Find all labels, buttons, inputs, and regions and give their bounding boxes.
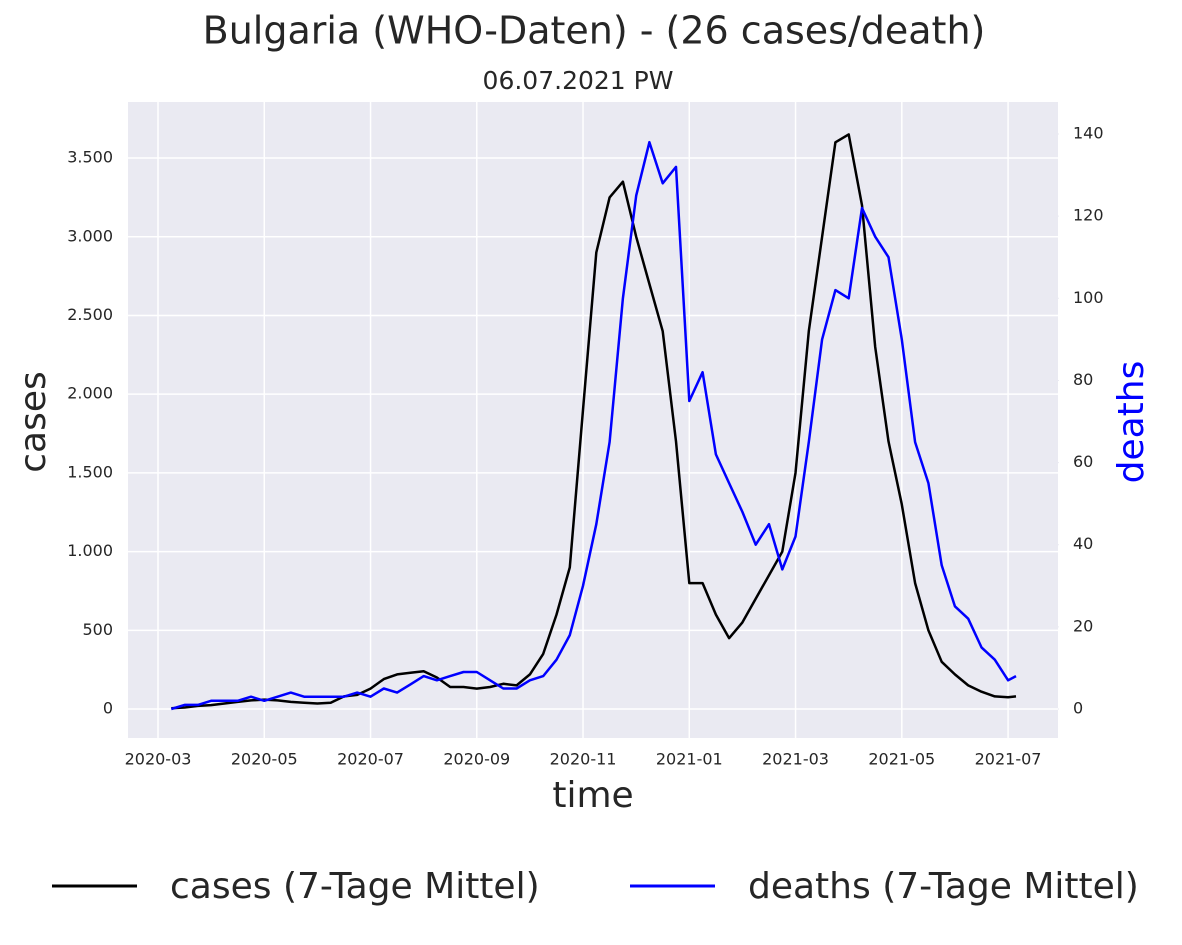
x-axis-label: time [552, 775, 633, 816]
plot-area [128, 102, 1058, 738]
y2-tick-label: 120 [1073, 206, 1104, 225]
y2-tick-label: 140 [1073, 124, 1104, 143]
x-tick-label: 2020-05 [231, 750, 298, 769]
x-tick-label: 2021-07 [975, 750, 1042, 769]
x-tick-label: 2020-09 [443, 750, 510, 769]
y-tick-label: 0 [103, 699, 113, 718]
y2-tick-label: 20 [1073, 616, 1093, 635]
x-tick-label: 2020-07 [337, 750, 404, 769]
y-tick-label: 3.500 [67, 148, 113, 167]
chart-title: Bulgaria (WHO-Daten) - (26 cases/death) [203, 9, 986, 53]
y-axis-label: cases [13, 371, 54, 473]
y2-tick-label: 100 [1073, 288, 1104, 307]
x-tick-label: 2020-03 [125, 750, 192, 769]
y2-tick-label: 80 [1073, 370, 1093, 389]
y-tick-label: 1.000 [67, 541, 113, 560]
x-tick-label: 2021-05 [868, 750, 935, 769]
y2-axis-label: deaths [1111, 361, 1152, 484]
y-tick-label: 2.000 [67, 384, 113, 403]
y-tick-label: 3.000 [67, 226, 113, 245]
y2-tick-label: 0 [1073, 699, 1083, 718]
legend-label: cases (7-Tage Mittel) [170, 866, 540, 907]
series-line [171, 133, 1017, 710]
legend-label: deaths (7-Tage Mittel) [748, 866, 1139, 907]
y-tick-label: 1.500 [67, 462, 113, 481]
x-tick-label: 2020-11 [550, 750, 617, 769]
y-tick-label: 2.500 [67, 305, 113, 324]
chart-subtitle: 06.07.2021 PW [483, 66, 674, 95]
y2-tick-label: 60 [1073, 452, 1093, 471]
x-tick-label: 2021-03 [762, 750, 829, 769]
y-tick-label: 500 [82, 620, 113, 639]
y2-tick-label: 40 [1073, 534, 1093, 553]
series-line [170, 140, 1017, 711]
x-tick-label: 2021-01 [656, 750, 723, 769]
